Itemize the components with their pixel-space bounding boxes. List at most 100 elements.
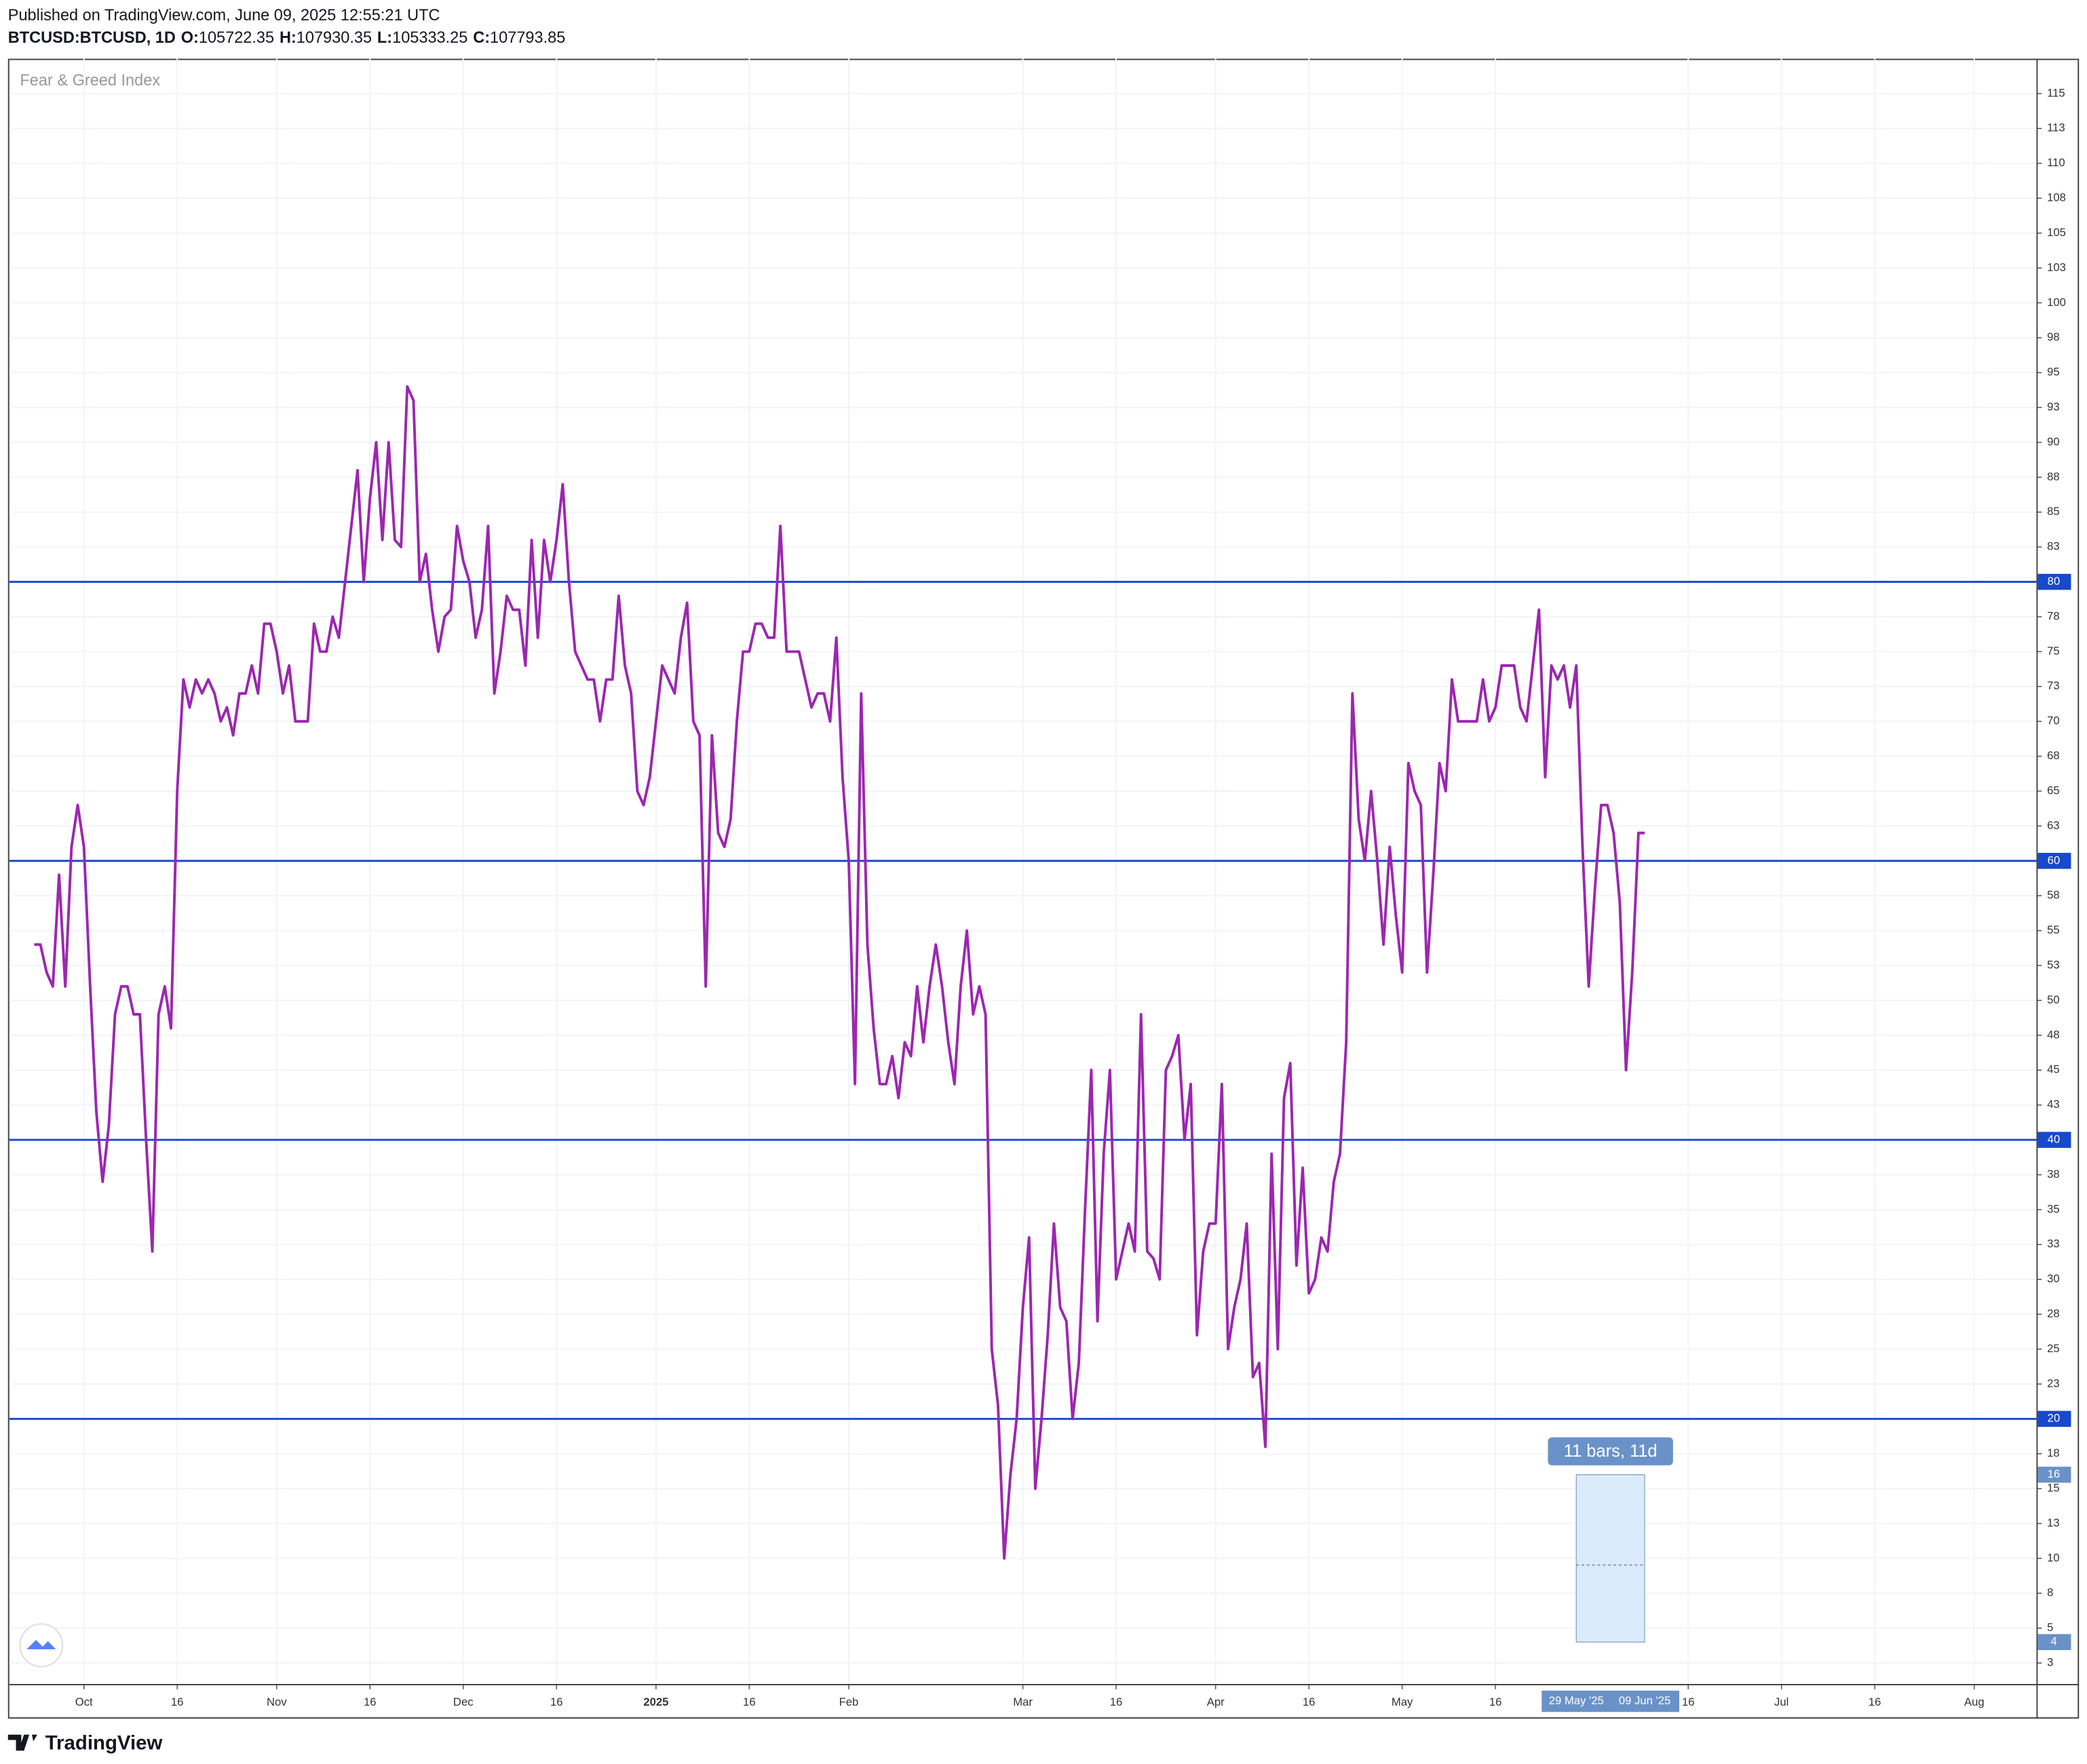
ohlc-value: 107930.35 — [296, 28, 372, 46]
y-tick-label: 28 — [2047, 1307, 2060, 1320]
y-tick-label: 45 — [2047, 1063, 2060, 1076]
measure-date-bg — [1610, 1690, 1680, 1712]
y-tick-label: 70 — [2047, 714, 2060, 727]
price-label-bg — [2037, 1411, 2071, 1427]
y-tick-label: 65 — [2047, 784, 2060, 797]
y-tick-label: 75 — [2047, 645, 2060, 657]
y-tick-label: 100 — [2047, 296, 2066, 309]
x-tick-label: 16 — [1303, 1695, 1316, 1708]
x-tick-label: 16 — [1110, 1695, 1123, 1708]
x-tick-label: 16 — [550, 1695, 563, 1708]
measure-label-bg — [1548, 1437, 1673, 1465]
indicator-name: Fear & Greed Index — [20, 71, 160, 89]
x-tick-label: Nov — [267, 1695, 287, 1708]
y-tick-label: 25 — [2047, 1342, 2060, 1355]
y-tick-label: 3 — [2047, 1656, 2053, 1669]
x-tick-label: Mar — [1013, 1695, 1033, 1708]
y-tick-label: 18 — [2047, 1446, 2060, 1459]
ohlc-label: C: — [473, 28, 490, 46]
x-tick-label: May — [1392, 1695, 1413, 1708]
y-tick-label: 90 — [2047, 435, 2060, 448]
brand-name: TradingView — [45, 1731, 163, 1754]
y-tick-label: 15 — [2047, 1482, 2060, 1495]
price-label-bg — [2037, 573, 2071, 590]
x-tick-label: Jul — [1774, 1695, 1788, 1708]
symbol: BTCUSD:BTCUSD, 1D — [8, 28, 176, 46]
y-tick-label: 88 — [2047, 470, 2060, 483]
ohlc-value: 105333.25 — [392, 28, 467, 46]
measure-range — [1575, 1474, 1645, 1643]
y-tick-label: 48 — [2047, 1028, 2060, 1041]
y-tick-label: 73 — [2047, 679, 2060, 692]
price-label: 80 — [2048, 575, 2061, 588]
y-tick-label: 105 — [2047, 226, 2066, 239]
y-tick-label: 55 — [2047, 923, 2060, 936]
x-tick-label: Feb — [839, 1695, 859, 1708]
published: Published on TradingView.com, June 09, 2… — [8, 6, 440, 24]
data-line — [34, 385, 1645, 1560]
measure-price: 16 — [2048, 1468, 2061, 1480]
x-tick-label: 2025 — [643, 1695, 668, 1708]
price-label-bg — [2037, 853, 2071, 869]
y-tick-label: 33 — [2047, 1238, 2060, 1250]
y-tick-label: 108 — [2047, 191, 2066, 204]
measure-price-bg — [2037, 1634, 2071, 1651]
y-tick-label: 13 — [2047, 1516, 2060, 1529]
y-tick-label: 78 — [2047, 609, 2060, 622]
symbol-line: BTCUSD:BTCUSD, 1D O:105722.35 H:107930.35 L… — [8, 28, 566, 46]
y-tick-label: 23 — [2047, 1377, 2060, 1389]
measure-price-bg — [2037, 1466, 2071, 1483]
x-tick-label: Dec — [453, 1695, 474, 1708]
measure-label: 11 bars, 11d — [1564, 1442, 1658, 1461]
price-label-bg — [2037, 1132, 2071, 1148]
measure-date-bg — [1542, 1690, 1611, 1712]
y-tick-label: 85 — [2047, 505, 2060, 518]
y-tick-label: 5 — [2047, 1621, 2053, 1634]
y-tick-label: 98 — [2047, 330, 2060, 343]
y-tick-label: 35 — [2047, 1202, 2060, 1215]
y-tick-label: 93 — [2047, 400, 2060, 413]
y-tick-label: 53 — [2047, 958, 2060, 971]
ohlc-value: 105722.35 — [199, 28, 274, 46]
y-tick-label: 50 — [2047, 993, 2060, 1006]
y-tick-label: 68 — [2047, 749, 2060, 762]
price-label: 20 — [2048, 1412, 2061, 1425]
price-label: 40 — [2048, 1132, 2061, 1145]
y-tick-label: 63 — [2047, 819, 2060, 832]
y-tick-label: 115 — [2047, 86, 2065, 99]
measure-price: 4 — [2050, 1635, 2056, 1648]
x-tick-label: Apr — [1207, 1695, 1225, 1708]
y-tick-label: 10 — [2047, 1551, 2060, 1564]
ohlc-value: 107793.85 — [490, 28, 565, 46]
x-tick-label: Oct — [75, 1695, 93, 1708]
x-tick-label: 16 — [364, 1695, 377, 1708]
y-tick-label: 103 — [2047, 261, 2066, 273]
x-tick-label: Aug — [1964, 1695, 1985, 1708]
ohlc-label: H: — [280, 28, 296, 46]
price-label: 60 — [2048, 854, 2061, 866]
brand: TradingView — [7, 1731, 163, 1754]
y-tick-label: 83 — [2047, 540, 2060, 553]
plot: 11 bars, 11d — [9, 385, 2037, 1643]
measure-date: 29 May '25 — [1549, 1694, 1604, 1707]
axes: 1151131101081051031009895939088858380787… — [75, 86, 2071, 1712]
frame — [7, 58, 2080, 1719]
ohlc-label: O: — [181, 28, 199, 46]
chart-logo — [19, 1623, 64, 1668]
x-tick-label: 16 — [1682, 1695, 1695, 1708]
measure-date: 09 Jun '25 — [1619, 1694, 1670, 1707]
y-tick-label: 110 — [2047, 156, 2065, 169]
x-tick-label: 16 — [171, 1695, 184, 1708]
x-tick-label: 16 — [1489, 1695, 1502, 1708]
y-tick-label: 95 — [2047, 366, 2060, 379]
y-tick-label: 58 — [2047, 889, 2060, 902]
ohlc-label: L: — [377, 28, 392, 46]
y-tick-label: 43 — [2047, 1098, 2060, 1111]
y-tick-label: 38 — [2047, 1168, 2060, 1181]
y-tick-label: 113 — [2047, 121, 2065, 134]
x-tick-label: 16 — [1869, 1695, 1881, 1708]
y-tick-label: 30 — [2047, 1272, 2060, 1285]
x-tick-label: 16 — [743, 1695, 756, 1708]
